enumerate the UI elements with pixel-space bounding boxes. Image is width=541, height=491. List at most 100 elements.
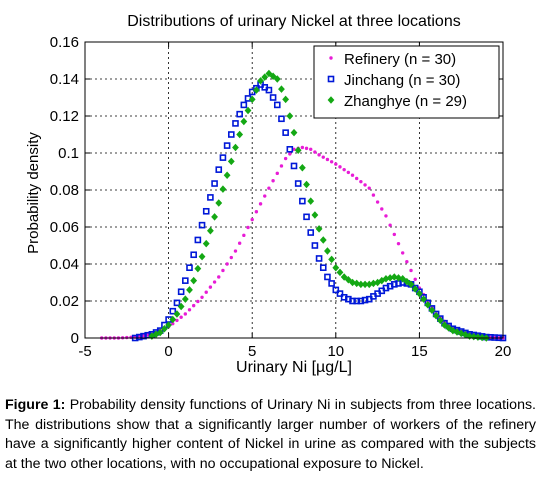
trail-point	[303, 180, 310, 189]
trail-point	[169, 315, 177, 324]
trail-point	[252, 86, 260, 94]
data-point	[265, 69, 273, 78]
data-point	[273, 75, 281, 83]
data-point	[182, 277, 189, 284]
trail-point	[177, 302, 185, 311]
data-point	[340, 273, 348, 281]
trail-point	[311, 211, 319, 219]
y-tick-label: 0.16	[50, 34, 79, 51]
trail-point	[186, 286, 193, 294]
data-point	[240, 101, 248, 109]
data-point	[200, 295, 204, 299]
trail-point	[228, 131, 235, 138]
data-point	[250, 217, 254, 222]
trail-point	[187, 308, 192, 312]
data-point	[357, 297, 365, 305]
trail-point	[263, 194, 267, 198]
trail-point	[294, 180, 302, 187]
data-point	[300, 145, 305, 150]
trail-point	[208, 285, 213, 289]
x-tick-label: -5	[78, 343, 91, 360]
data-point	[307, 229, 315, 236]
y-axis-label: Probability density	[25, 132, 42, 254]
data-point	[298, 164, 306, 172]
trail-point	[194, 264, 202, 273]
data-point	[190, 276, 198, 285]
trail-point	[436, 316, 444, 325]
data-point	[384, 214, 388, 218]
data-point	[307, 197, 315, 205]
data-point	[290, 162, 298, 170]
trail-point	[146, 333, 150, 337]
trail-point	[346, 170, 351, 175]
data-point	[248, 95, 256, 104]
data-point	[349, 297, 356, 305]
y-tick-label: 0.02	[50, 293, 79, 310]
trail-point	[392, 232, 397, 237]
trail-point	[286, 112, 294, 120]
data-point	[156, 328, 164, 337]
data-point	[165, 321, 173, 329]
x-tick-label: 0	[164, 343, 172, 360]
trail-point	[141, 333, 146, 338]
y-tick-label: 0.06	[50, 219, 79, 236]
trail-point	[344, 275, 352, 284]
legend: Refinery (n = 30) Jinchang (n = 30) Zhangh…	[313, 45, 500, 119]
trail-point	[177, 288, 185, 296]
figure-caption: Figure 1: Probability density functions …	[5, 396, 536, 474]
trail-point	[353, 297, 361, 305]
data-point	[265, 86, 273, 94]
trail-point	[258, 202, 263, 206]
data-point	[267, 186, 271, 190]
trail-point	[271, 179, 275, 183]
trail-point	[212, 280, 217, 284]
data-point	[290, 128, 298, 137]
trail-point	[137, 334, 142, 339]
legend-item: Zhanghye (n = 29)	[327, 93, 467, 110]
data-point	[215, 166, 223, 173]
trail-point	[371, 193, 376, 197]
data-point	[240, 117, 248, 126]
data-point	[232, 120, 239, 127]
data-point	[207, 194, 214, 201]
series-2	[131, 81, 507, 342]
data-point	[273, 101, 281, 109]
y-tick-label: 0.12	[50, 108, 79, 125]
trail-point	[278, 85, 285, 93]
trail-point	[474, 333, 482, 341]
data-point	[173, 299, 181, 307]
chart-figure: Distributions of urinary Nickel at three…	[25, 13, 511, 376]
data-point	[309, 147, 313, 151]
legend-item: Jinchang (n = 30)	[327, 72, 460, 89]
trail-point	[269, 72, 277, 80]
trail-point	[304, 146, 309, 151]
data-point	[332, 263, 340, 272]
legend-label: Zhanghye (n = 29)	[344, 93, 467, 110]
data-point	[332, 286, 340, 294]
trail-point	[321, 155, 325, 159]
trail-point	[227, 157, 235, 166]
trail-point	[411, 285, 419, 293]
trail-point	[179, 315, 183, 319]
y-tick-label: 0.1	[58, 145, 79, 162]
data-point	[315, 225, 323, 233]
caption-label: Figure 1:	[5, 397, 66, 413]
trail-point	[342, 167, 346, 172]
data-point	[257, 77, 264, 85]
trail-point	[388, 223, 392, 227]
data-point	[232, 143, 239, 152]
trail-point	[319, 264, 327, 272]
data-point	[198, 252, 206, 261]
trail-point	[328, 280, 335, 287]
trail-point	[242, 233, 246, 238]
trail-point	[325, 157, 330, 162]
trail-point	[361, 296, 369, 304]
trail-point	[453, 328, 461, 336]
trail-point	[319, 236, 327, 244]
trail-point	[336, 268, 344, 277]
trail-point	[336, 290, 344, 297]
data-point	[181, 295, 189, 303]
data-point	[282, 95, 290, 104]
trail-point	[211, 180, 218, 187]
data-point	[282, 129, 289, 136]
